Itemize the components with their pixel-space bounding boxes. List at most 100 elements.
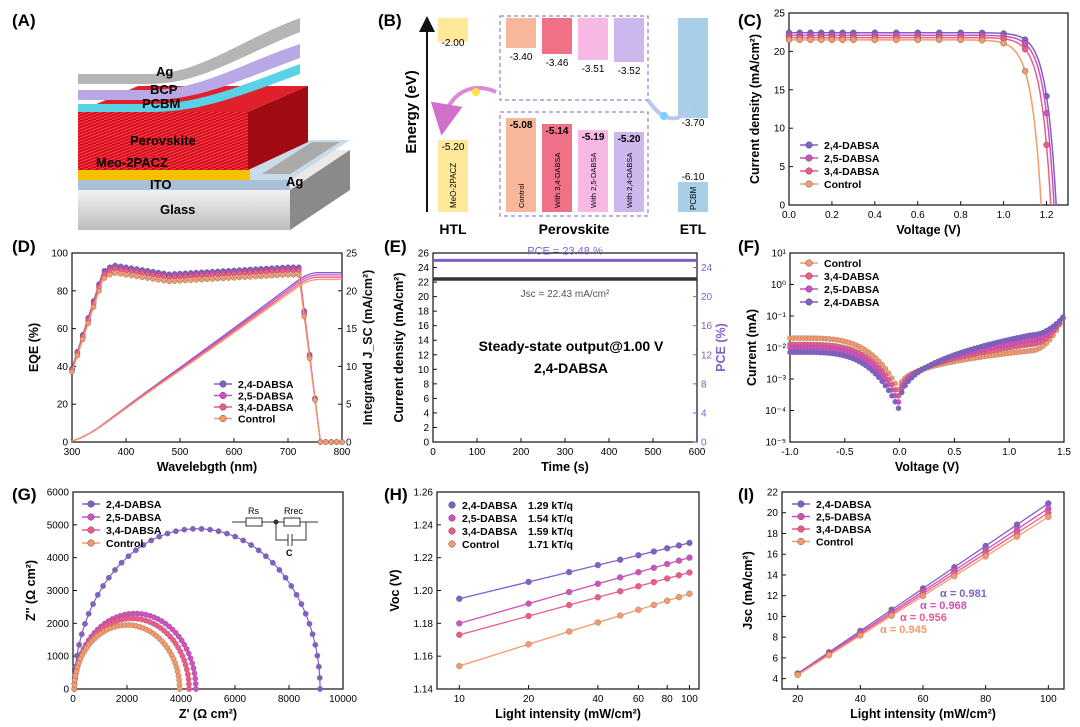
voc-marker [675,557,683,564]
perovskite-vb-bar [614,132,644,212]
jsc-marker [951,573,958,580]
legend-swatch-marker [448,501,456,509]
label-meo2pacz: Meo-2PACZ [96,155,168,170]
eqe-marker [252,273,259,280]
equivalent-circuit-inset: Rs Rrec C [232,506,318,558]
pce-value-label: PCE = 23.48 % [527,245,603,257]
voc-marker [617,556,624,563]
y-tick-label: 1.20 [414,586,434,597]
eqe-marker [247,274,253,280]
dark-iv-marker [905,378,912,384]
y-tick-label: 4 [423,408,429,419]
voc-marker [675,572,683,579]
y-tick-label: 1.18 [414,619,434,630]
panel-letter-c: (C) [738,11,762,30]
panel-e: (E)0 100 200 300 400 500 600024681012141618202… [384,237,728,474]
y-tick-label: 10¹ [772,249,787,260]
panel-letter-a: (A) [12,11,36,30]
legend-swatch-marker [797,537,805,546]
jsc-marker [825,652,833,659]
nyquist-marker [316,674,323,681]
voc-marker [650,578,657,586]
eqe-marker [107,271,113,278]
voc-marker [594,580,602,587]
y2-axis-label: Integratwd J_SC (mA/cm²) [361,270,375,426]
y-tick-label: 22 [767,488,779,499]
label-pcbm: PCBM [142,96,180,111]
perovskite-cb-bar [506,18,536,48]
eqe-marker [285,271,291,278]
voc-marker [635,569,642,576]
y-tick-label: 10⁻¹ [766,312,786,323]
y-tick-label: 80 [57,286,69,297]
y-tick-label: 14 [767,570,779,581]
voc-marker [617,588,624,595]
x-tick-label: 0.6 [911,210,925,221]
voc-marker [664,597,671,604]
jv-marker [978,37,986,44]
voc-marker [456,662,463,670]
nyquist-marker [191,670,198,677]
eqe-marker [269,272,275,279]
energy-axis-label: Energy (eV) [403,70,420,153]
nyquist-marker [172,630,179,636]
x-tick-label: 600 [226,447,243,458]
circuit-label-rs: Rs [248,506,259,516]
legend-slope-value: 1.54 kT/q [528,513,573,525]
legend-label: 3,4-DABSA [106,525,162,537]
htl-homo-value: -5.20 [442,142,465,153]
y2-tick-label: 5 [346,400,352,411]
perovskite-vb-bar [578,130,608,212]
y-axis-label: EQE (%) [27,323,41,372]
voc-marker [664,545,671,552]
y-tick-label: 16 [418,321,430,332]
legend-label: 2,5-DABSA [816,512,872,524]
legend-swatch-marker [219,403,227,411]
eqe-marker [225,275,232,281]
nyquist-marker [309,631,316,638]
legend-label: 2,4-DABSA [824,140,880,152]
x-tick-label: 300 [64,447,81,458]
y-tick-label: 1000 [47,652,70,663]
htl-material-label: MeO-2PACZ [449,163,458,208]
jv-marker [839,36,846,44]
eqe-marker [155,277,162,283]
y-tick-label: 22 [418,278,430,289]
x-tick-label: 2000 [116,694,139,705]
perovskite-vb-bar [506,118,536,212]
panel-letter-g: (G) [12,485,37,504]
jsc-marker [1045,513,1052,521]
panel-c: (C) 0.0 0.2 0.4 0.6 0.8 1.0 1.2 0 5 10 15 20 25 Voltag… [738,9,1069,237]
y-tick-label: 10⁻⁴ [765,406,786,417]
x-tick-label: 4000 [170,694,193,705]
x-tick-label: 0.0 [893,447,907,458]
legend-slope-value: 1.71 kT/q [528,539,573,551]
perovskite-vb-value: -5.19 [582,132,605,143]
y-tick-label: 1.22 [414,553,434,564]
voc-marker [525,612,532,620]
x-tick-label: 6000 [224,694,247,705]
legend-swatch-marker [797,500,805,508]
y-tick-label: 0 [779,201,785,212]
y2-tick-label: 15 [346,324,358,335]
layer-bcp [78,44,300,100]
layer-glass-front [78,190,290,230]
x-tick-label: 500 [172,447,189,458]
panel-b: (B) Energy (eV) -2.00 -5.20 MeO-2PACZ -3… [378,11,708,237]
jv-marker [936,36,943,44]
x-tick-label: 1.2 [1040,210,1054,221]
y2-axis-label: PCE (%) [714,323,728,372]
jv-marker [914,36,921,44]
label-bcp: BCP [150,82,178,97]
y-tick-label: 10⁰ [771,280,786,291]
x-tick-label: 0.2 [825,210,839,221]
perovskite-vb-bar [542,124,572,212]
perovskite-sample-label: With 2,4-DABSA [625,153,634,208]
perovskite-cb-value: -3.46 [546,58,569,69]
legend-swatch-marker [87,526,95,534]
y-axis-label: Current density (mA/cm²) [748,34,762,184]
panel-f: (F) -1.0 -0.5 0.0 0.5 1.0 1.5 10⁻⁵ 10⁻⁴ 10⁻³ 10⁻² 1… [738,237,1071,474]
jsc-marker [888,612,895,619]
eqe-marker [85,320,91,326]
plot-frame [788,12,1069,206]
